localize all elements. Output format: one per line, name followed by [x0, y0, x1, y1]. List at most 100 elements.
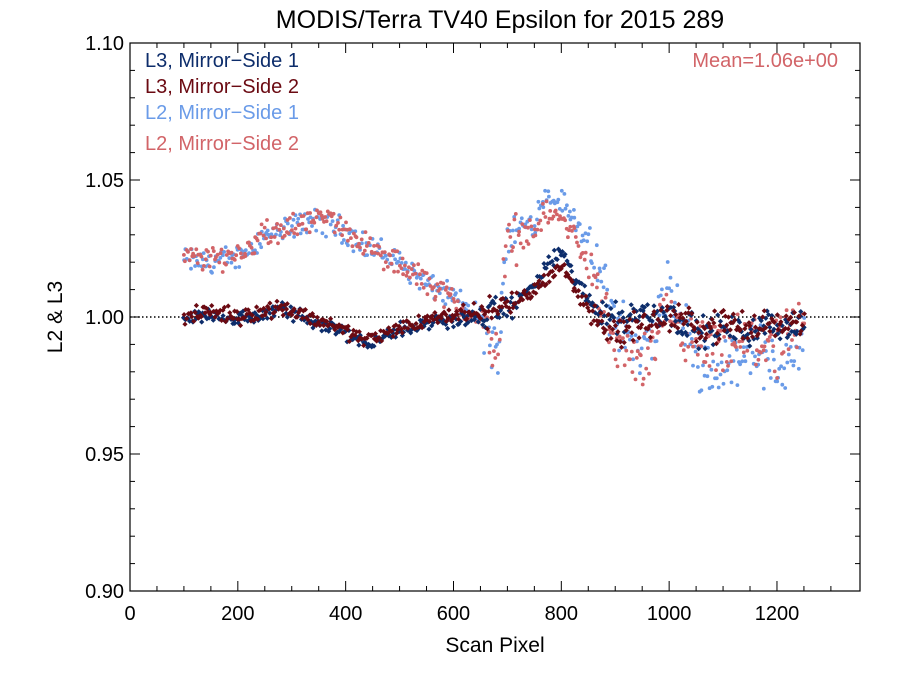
- scatter-point: [253, 248, 257, 253]
- scatter-point: [546, 254, 552, 260]
- scatter-point: [743, 322, 749, 328]
- scatter-point: [359, 336, 365, 342]
- scatter-point: [290, 308, 296, 314]
- scatter-point: [535, 217, 539, 222]
- scatter-point: [752, 324, 759, 330]
- scatter-point: [477, 306, 483, 312]
- scatter-point: [186, 250, 190, 254]
- scatter-point: [261, 305, 267, 311]
- scatter-point: [766, 320, 772, 326]
- scatter-point: [305, 230, 309, 235]
- scatter-point: [393, 257, 397, 262]
- scatter-point: [365, 344, 371, 350]
- scatter-point: [775, 331, 781, 337]
- scatter-point: [257, 307, 263, 313]
- scatter-point: [448, 316, 454, 322]
- scatter-point: [257, 314, 263, 320]
- scatter-point: [794, 328, 800, 335]
- scatter-point: [346, 243, 350, 248]
- scatter-point: [623, 345, 627, 350]
- scatter-point: [750, 350, 755, 355]
- scatter-point: [544, 199, 549, 204]
- scatter-point: [202, 310, 208, 316]
- scatter-point: [742, 354, 747, 358]
- scatter-point: [696, 330, 702, 336]
- scatter-point: [409, 267, 414, 271]
- scatter-point: [707, 329, 713, 335]
- scatter-point: [324, 318, 330, 324]
- scatter-point: [610, 326, 616, 332]
- y-tick-label: 0.95: [85, 444, 124, 466]
- scatter-point: [203, 305, 210, 311]
- scatter-point: [399, 330, 405, 336]
- scatter-point: [389, 261, 394, 266]
- scatter-point: [695, 352, 700, 357]
- scatter-point: [184, 316, 190, 322]
- scatter-point: [527, 295, 533, 301]
- scatter-point: [707, 323, 713, 329]
- scatter-point: [696, 365, 700, 369]
- scatter-point: [740, 359, 745, 364]
- scatter-point: [360, 241, 364, 246]
- scatter-point: [487, 350, 492, 355]
- scatter-point: [796, 366, 801, 371]
- scatter-point: [566, 214, 571, 218]
- scatter-point: [595, 272, 600, 277]
- scatter-point: [801, 311, 807, 317]
- scatter-point: [518, 295, 524, 301]
- scatter-point: [743, 359, 748, 364]
- scatter-point: [207, 309, 213, 315]
- scatter-point: [565, 272, 571, 278]
- scatter-point: [633, 308, 639, 314]
- scatter-point: [248, 316, 255, 322]
- scatter-point: [748, 326, 754, 332]
- scatter-point: [572, 226, 577, 231]
- scatter-point: [462, 309, 468, 315]
- scatter-point: [725, 328, 731, 334]
- scatter-point: [676, 329, 682, 335]
- scatter-point: [627, 311, 633, 318]
- scatter-point: [324, 234, 328, 239]
- scatter-point: [600, 325, 606, 331]
- scatter-point: [548, 209, 553, 213]
- scatter-point: [735, 324, 741, 330]
- scatter-point: [303, 315, 309, 321]
- scatter-point: [503, 244, 508, 249]
- y-tick-label: 1.10: [85, 33, 124, 55]
- scatter-point: [678, 311, 684, 317]
- scatter-point: [536, 221, 541, 226]
- scatter-point: [631, 309, 637, 315]
- scatter-point: [500, 295, 506, 302]
- scatter-point: [281, 226, 286, 231]
- scatter-point: [284, 314, 290, 320]
- scatter-point: [217, 260, 222, 265]
- scatter-point: [305, 317, 311, 323]
- scatter-point: [551, 214, 556, 219]
- scatter-point: [730, 311, 736, 317]
- scatter-point: [769, 316, 775, 322]
- scatter-point: [390, 333, 396, 339]
- scatter-point: [708, 325, 714, 331]
- scatter-point: [475, 311, 481, 317]
- scatter-point: [246, 313, 252, 319]
- scatter-point: [499, 330, 503, 334]
- scatter-point: [187, 258, 192, 263]
- scatter-point: [633, 377, 638, 382]
- scatter-point: [502, 260, 507, 265]
- scatter-point: [388, 334, 394, 340]
- scatter-point: [628, 357, 632, 362]
- scatter-point: [655, 316, 661, 323]
- scatter-point: [703, 360, 708, 364]
- scatter-point: [365, 253, 369, 257]
- scatter-point: [689, 310, 695, 317]
- scatter-point: [567, 228, 571, 233]
- scatter-point: [779, 329, 785, 335]
- scatter-point: [547, 216, 552, 221]
- scatter-point: [585, 305, 591, 311]
- scatter-point: [219, 247, 224, 252]
- scatter-point: [509, 294, 515, 301]
- scatter-point: [669, 322, 675, 328]
- scatter-point: [341, 223, 345, 228]
- scatter-point: [713, 341, 719, 347]
- scatter-point: [254, 304, 260, 310]
